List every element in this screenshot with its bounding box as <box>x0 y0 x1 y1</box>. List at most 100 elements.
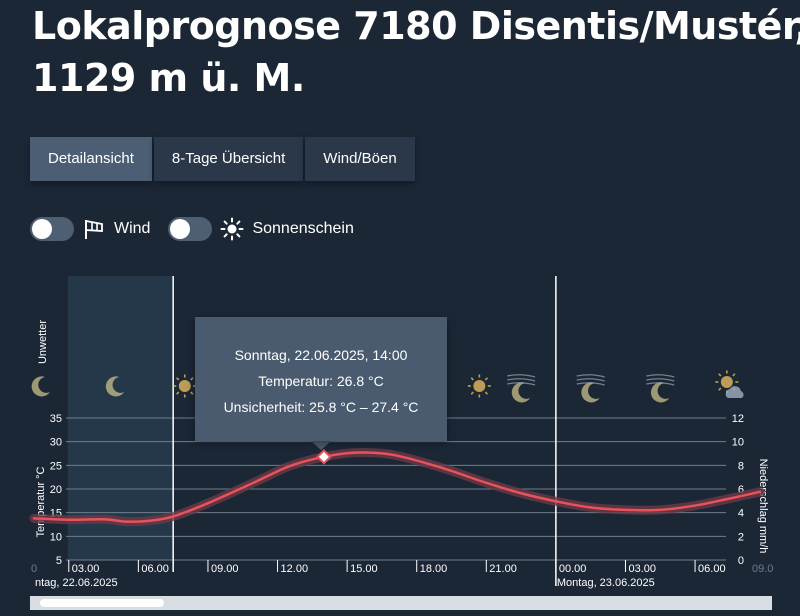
wind-toggle-label: Wind <box>114 220 151 237</box>
wind-moon-icon <box>506 374 536 403</box>
layer-toggles: Wind Sonnenschein <box>30 213 372 245</box>
sun-ray <box>484 391 489 395</box>
y-tick-label: 20 <box>50 484 62 496</box>
temperature-point <box>148 519 152 522</box>
moon-group <box>511 382 531 403</box>
wind-line <box>576 378 605 382</box>
wind-moon-icon <box>646 374 675 403</box>
moon-shape <box>650 382 670 403</box>
sun-ray <box>176 377 180 381</box>
sun-ray <box>190 391 194 395</box>
y-tick-label: 5 <box>56 555 62 567</box>
temperature-point <box>519 492 523 495</box>
wind-line <box>646 374 675 378</box>
temperature-point <box>357 451 360 454</box>
x-tick-label: 21.00 <box>489 563 517 575</box>
moon-shape <box>511 382 531 403</box>
sun-ray <box>470 391 474 395</box>
y-tick-label: 30 <box>50 437 62 449</box>
x-tick-label: 03.00 <box>628 563 656 575</box>
temperature-point <box>287 465 291 468</box>
view-tabs: Detailansicht 8-Tage Übersicht Wind/Böen <box>30 137 415 181</box>
x-tick-label: 18.00 <box>420 563 448 575</box>
sun-core <box>720 376 733 388</box>
moon-shape <box>581 382 600 403</box>
temperature-point <box>693 504 697 507</box>
wind-line <box>576 374 605 378</box>
windsock-icon <box>85 219 103 239</box>
temperature-point <box>392 453 395 457</box>
y2-tick-label: 12 <box>732 413 744 425</box>
x-tick-label: 06.00 <box>141 563 169 575</box>
sonnenschein-switch[interactable] <box>168 217 213 241</box>
sun-core <box>473 380 486 392</box>
moon-shape <box>31 376 50 397</box>
cloud-shape <box>725 386 744 398</box>
y2-tick-label: 4 <box>738 508 744 520</box>
tab-detailansicht[interactable]: Detailansicht <box>30 137 152 181</box>
tab-8-tage-uebersicht[interactable]: 8-Tage Übersicht <box>153 137 304 181</box>
temperature-point <box>438 466 442 469</box>
sonnenschein-toggle[interactable]: Sonnenschein <box>168 217 354 241</box>
sun-ray <box>190 377 194 381</box>
x-tick-label: 12.00 <box>281 563 309 575</box>
temperature-point <box>554 500 558 503</box>
wind-moon-icon <box>576 374 605 403</box>
temperature-point <box>206 502 210 505</box>
y-tick-label: 10 <box>50 531 62 543</box>
y2-axis-label: Niederschlag mm/h <box>757 459 769 554</box>
temperature-point <box>624 508 627 512</box>
sun-icon <box>173 374 197 398</box>
day-label: Montag, 23.06.2025 <box>557 577 655 589</box>
sun-ray <box>732 373 736 377</box>
wind-switch[interactable] <box>30 217 74 241</box>
wind-line <box>646 378 675 382</box>
sun-ray <box>718 387 722 391</box>
temperature-line <box>32 451 762 523</box>
y2-tick-label: 6 <box>738 484 744 496</box>
x-tick-label: 09.00 <box>211 563 239 575</box>
highlight-marker <box>316 449 332 465</box>
temperature-point <box>253 481 256 484</box>
temperature-point <box>125 520 128 523</box>
y2-tick-label: 10 <box>732 437 744 449</box>
page-title-line2: 1129 m ü. M. <box>32 56 305 100</box>
moon-shape <box>105 376 125 397</box>
moon-group <box>581 382 600 403</box>
tab-wind-boeen[interactable]: Wind/Böen <box>305 137 415 181</box>
temperature-point <box>102 518 105 521</box>
sonnenschein-toggle-label: Sonnenschein <box>252 220 354 237</box>
wind-line <box>506 378 536 382</box>
day-label: ntag, 22.06.2025 <box>35 577 118 589</box>
chart-scrollbar[interactable] <box>30 596 772 610</box>
temperature-point <box>171 515 175 518</box>
y-axis-label: Temperatur °C <box>35 466 47 537</box>
moon-group <box>650 382 670 403</box>
tooltip-temperature: Temperatur: 26.8 °C <box>258 373 384 389</box>
sun-ray <box>484 377 489 381</box>
x-tick-label: 03.00 <box>72 563 100 575</box>
edge-label-left: 0 <box>31 563 37 575</box>
sun-core <box>178 380 191 392</box>
sun-icon <box>467 374 491 398</box>
moon-icon <box>105 376 125 397</box>
unwetter-label: Unwetter <box>37 320 49 364</box>
moon-icon <box>31 376 50 397</box>
sonnenschein-switch-knob <box>170 219 191 239</box>
page-title-line1: Lokalprognose 7180 Disentis/Mustér, <box>32 4 800 48</box>
temperature-point <box>67 518 70 521</box>
temperature-point <box>758 490 762 494</box>
sun-ray <box>470 377 474 381</box>
y2-tick-label: 8 <box>738 460 744 472</box>
y2-tick-label: 0 <box>738 555 744 567</box>
x-tick-label: 15.00 <box>350 563 378 575</box>
y-tick-label: 35 <box>50 413 62 425</box>
tooltip-date: Sonntag, 22.06.2025, 14:00 <box>234 347 408 363</box>
chart-scroll-thumb[interactable] <box>40 599 164 607</box>
wind-toggle[interactable]: Wind <box>30 217 150 241</box>
y2-tick-label: 2 <box>738 531 744 543</box>
temperature-point <box>485 481 488 485</box>
y-tick-label: 25 <box>50 460 62 472</box>
wind-line <box>506 374 536 378</box>
